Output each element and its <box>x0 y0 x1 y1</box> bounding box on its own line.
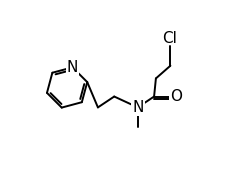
Text: O: O <box>170 89 182 104</box>
Text: N: N <box>67 60 78 75</box>
Text: N: N <box>132 100 143 115</box>
Text: Cl: Cl <box>162 31 177 46</box>
